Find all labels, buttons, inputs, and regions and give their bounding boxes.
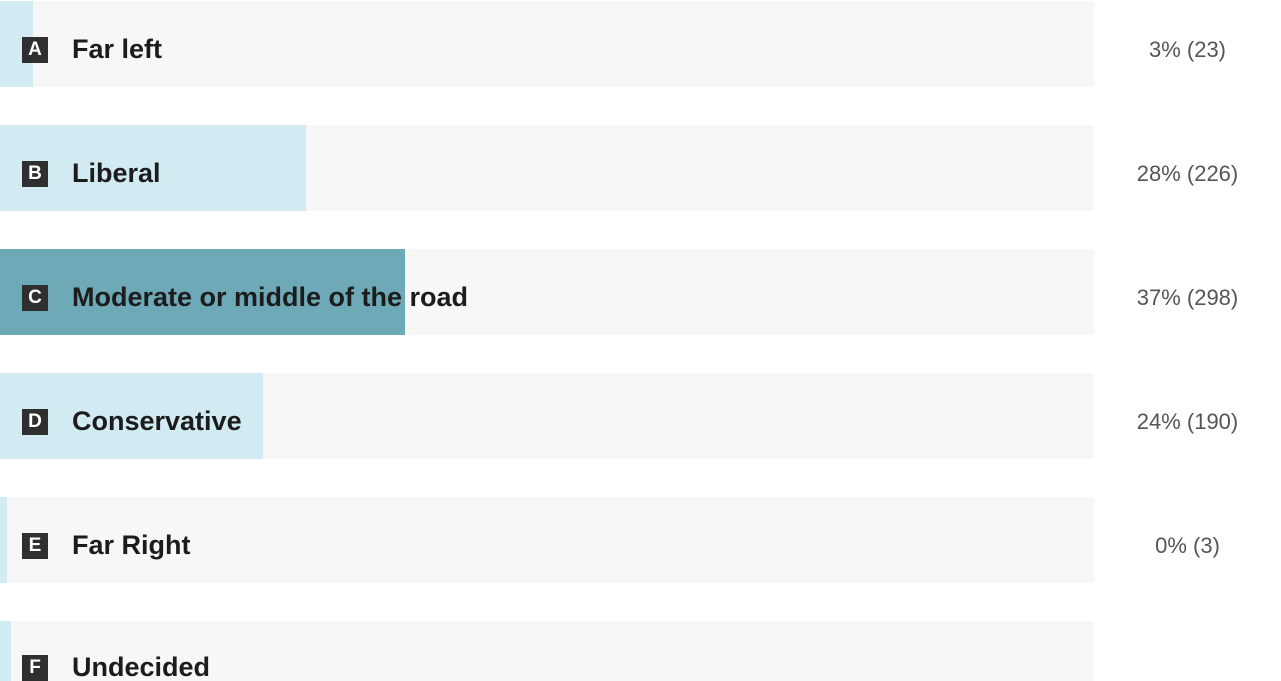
option-label: Conservative <box>72 406 242 436</box>
option-letter-badge: B <box>22 161 48 187</box>
option-label: Far Right <box>72 530 191 560</box>
option-result: 0% (3) <box>1155 533 1220 558</box>
option-bar-track <box>0 497 1094 583</box>
option-bar-track <box>0 249 1094 335</box>
option-bar-fill <box>0 497 7 583</box>
option-result: 28% (226) <box>1136 161 1239 186</box>
option-bar-track <box>0 621 1094 681</box>
option-label: Moderate or middle of the road <box>72 282 469 312</box>
option-bar-track <box>0 373 1094 459</box>
poll-option-far-right[interactable]: E Far Right 0% (3) <box>0 497 1281 583</box>
option-letter-badge: F <box>22 655 48 681</box>
poll-option-undecided[interactable]: F Undecided <box>0 621 1281 681</box>
poll-option-liberal[interactable]: B Liberal 28% (226) <box>0 125 1281 211</box>
option-letter-badge: A <box>22 37 48 63</box>
poll-option-far-left[interactable]: A Far left 3% (23) <box>0 1 1281 87</box>
poll-option-conservative[interactable]: D Conservative 24% (190) <box>0 373 1281 459</box>
option-letter-badge: D <box>22 409 48 435</box>
option-label: Far left <box>72 34 163 64</box>
option-bar-fill-leading <box>0 249 405 335</box>
option-bar-track <box>0 125 1094 211</box>
option-letter-badge: E <box>22 533 48 559</box>
option-label: Liberal <box>72 158 161 188</box>
poll-option-moderate[interactable]: C Moderate or middle of the road 37% (29… <box>0 249 1281 335</box>
option-result: 24% (190) <box>1136 409 1239 434</box>
option-bar-fill <box>0 125 306 211</box>
option-bar-fill <box>0 621 11 681</box>
option-result: 3% (23) <box>1148 37 1227 62</box>
option-bar-track <box>0 1 1094 87</box>
option-label: Undecided <box>72 652 211 681</box>
option-letter-badge: C <box>22 285 48 311</box>
option-result: 37% (298) <box>1136 285 1239 310</box>
